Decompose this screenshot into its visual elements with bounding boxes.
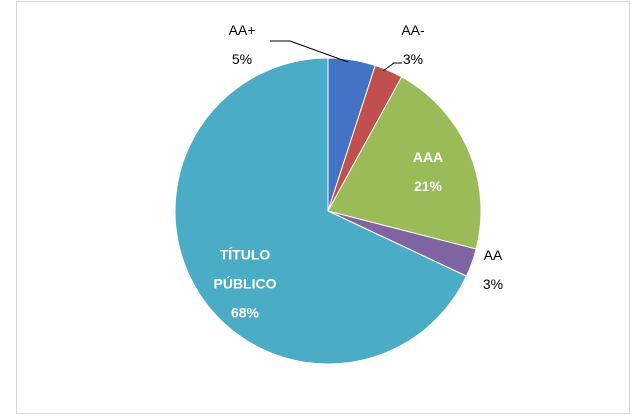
category-label: AA- (401, 22, 425, 38)
value-label: 3% (402, 51, 424, 67)
data-label: AAA 21% (413, 143, 443, 201)
pie-slice (174, 57, 468, 365)
value-label: 5% (231, 51, 253, 67)
leader-line (382, 62, 402, 72)
leader-line (270, 40, 349, 63)
category-label: TÍTULO PÚBLICO (213, 246, 277, 292)
data-label: AA 3% (483, 241, 503, 299)
category-label: AAA (412, 149, 444, 165)
data-label: AA- 3% (401, 16, 424, 74)
value-label: 3% (482, 276, 504, 292)
value-label: 68% (230, 304, 260, 321)
data-label: AA+ 5% (229, 16, 256, 74)
category-label: AA (483, 247, 503, 263)
value-label: 21% (413, 178, 443, 194)
pie-slice (327, 76, 482, 250)
category-label: AA+ (228, 22, 256, 38)
data-label: TÍTULO PÚBLICO 68% (190, 241, 300, 328)
